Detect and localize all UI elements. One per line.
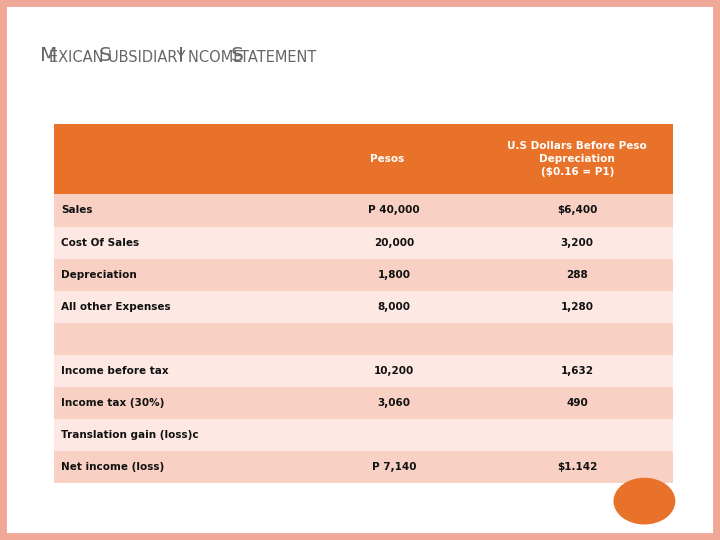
Text: Cost Of Sales: Cost Of Sales — [61, 238, 140, 247]
Text: S: S — [99, 46, 112, 65]
Text: P 7,140: P 7,140 — [372, 462, 416, 472]
Text: Net income (loss): Net income (loss) — [61, 462, 164, 472]
Text: EXICAN: EXICAN — [49, 50, 109, 65]
Text: 288: 288 — [567, 269, 588, 280]
Text: 3,060: 3,060 — [377, 398, 410, 408]
Text: Income before tax: Income before tax — [61, 366, 168, 376]
Text: P 40,000: P 40,000 — [368, 205, 420, 215]
Text: 1,800: 1,800 — [377, 269, 410, 280]
Text: Depreciation: Depreciation — [61, 269, 137, 280]
Text: 1,632: 1,632 — [561, 366, 594, 376]
Text: 3,200: 3,200 — [561, 238, 594, 247]
Text: I: I — [179, 46, 184, 65]
Text: U.S Dollars Before Peso
Depreciation
($0.16 = P1): U.S Dollars Before Peso Depreciation ($0… — [508, 141, 647, 178]
Text: 10,200: 10,200 — [374, 366, 414, 376]
Text: TATEMENT: TATEMENT — [240, 50, 316, 65]
Text: S: S — [230, 46, 243, 65]
Text: NCOME: NCOME — [188, 50, 247, 65]
Text: $6,400: $6,400 — [557, 205, 598, 215]
Text: 8,000: 8,000 — [377, 302, 410, 312]
Text: Sales: Sales — [61, 205, 93, 215]
Text: UBSIDIARY: UBSIDIARY — [108, 50, 190, 65]
Text: Income tax (30%): Income tax (30%) — [61, 398, 165, 408]
Text: Pesos: Pesos — [369, 154, 404, 164]
Text: Translation gain (loss)c: Translation gain (loss)c — [61, 430, 199, 440]
Text: M: M — [40, 46, 57, 65]
Text: 20,000: 20,000 — [374, 238, 414, 247]
Text: $1.142: $1.142 — [557, 462, 598, 472]
Text: 1,280: 1,280 — [561, 302, 594, 312]
Text: 490: 490 — [567, 398, 588, 408]
Text: All other Expenses: All other Expenses — [61, 302, 171, 312]
